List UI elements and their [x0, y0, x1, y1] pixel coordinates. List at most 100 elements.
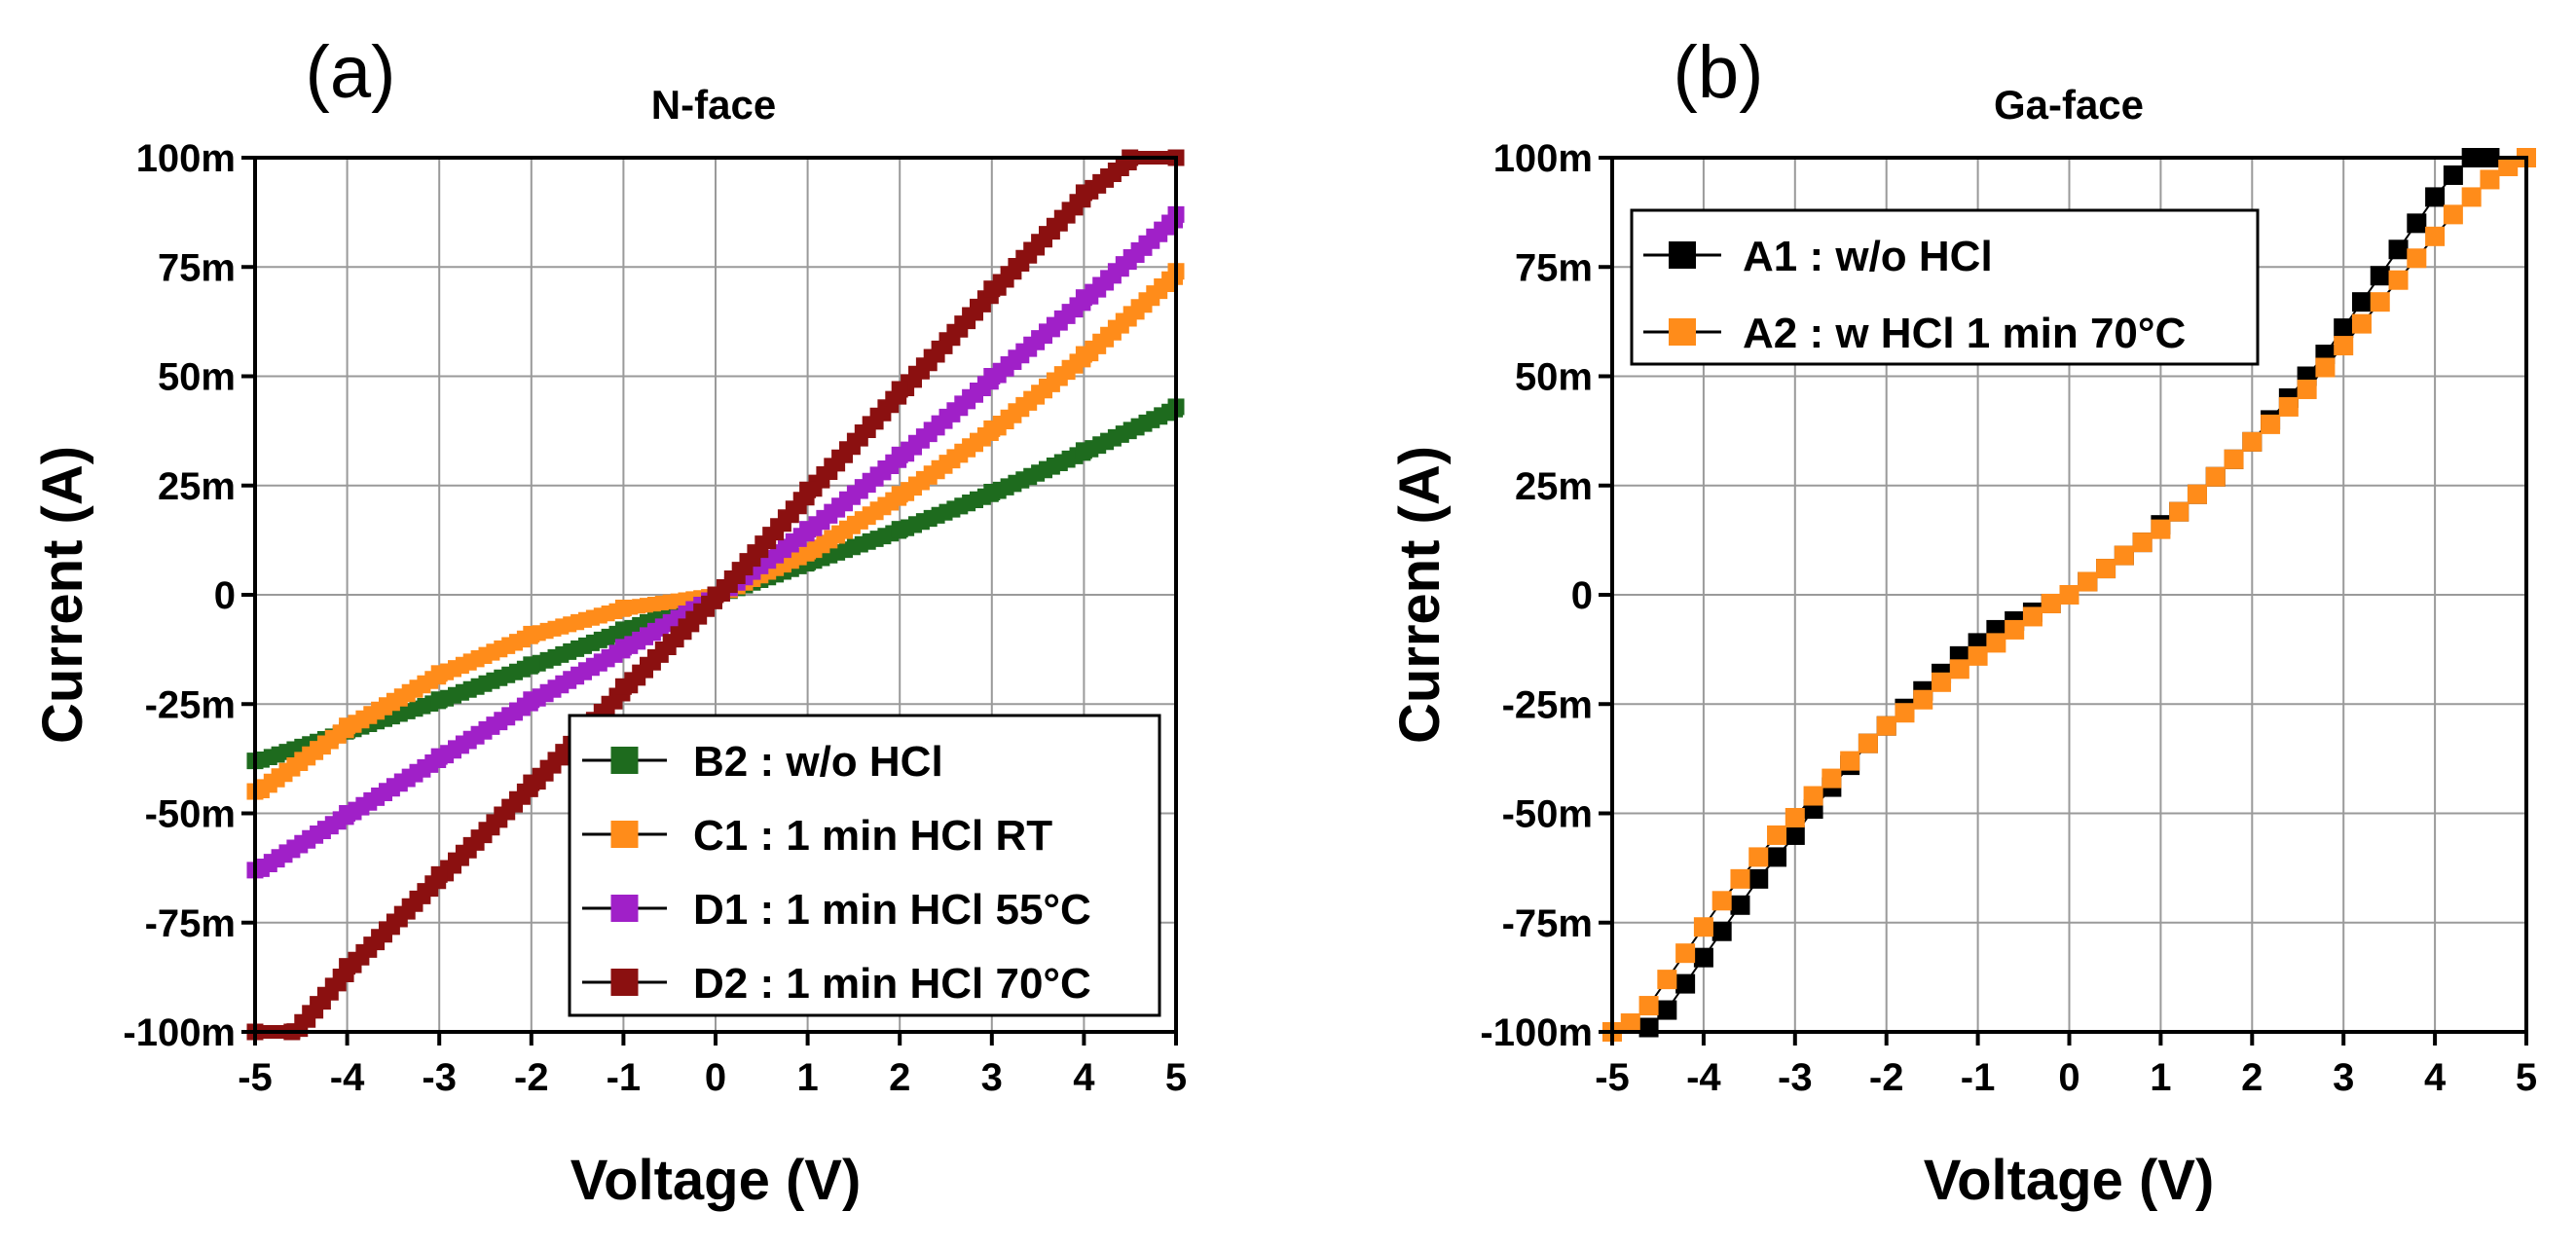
- panel-a-y-tick-label-7: 75m: [158, 246, 236, 289]
- panel-b-series-0-point-6: [1748, 868, 1769, 889]
- panel-a-series-2-point-2: [430, 748, 448, 765]
- panel-b-x-tick-label-3: -2: [1869, 1056, 1904, 1099]
- panel-a-x-tick-label-6: 1: [796, 1056, 818, 1099]
- panel-a-legend: B2 : w/o HCl C1 : 1 min HCl RT D1 : 1 min …: [568, 714, 1161, 1017]
- panel-b-series-1-point-23: [2022, 606, 2042, 627]
- panel-b-series-1-point-10: [1785, 807, 1805, 827]
- panel-a-series-1-point-1: [339, 717, 356, 735]
- panel-b-x-axis-label: Voltage (V): [1924, 1149, 2215, 1212]
- panel-a-series-1-point-7: [891, 486, 908, 503]
- panel-a-series-3-point-8: [891, 381, 908, 398]
- panel-a-series-0-point-3: [523, 656, 540, 674]
- panel-b-series-1-point-6: [1711, 891, 1732, 911]
- panel-a-series-3-point-7: [799, 481, 817, 498]
- panel-b-x-tick-label-1: -4: [1686, 1056, 1721, 1099]
- panel-a-y-tick-label-6: 50m: [158, 356, 236, 399]
- panel-a-series-2-point-6: [799, 521, 817, 538]
- panel-b-title: Ga-face: [1994, 82, 2144, 128]
- panel-b-series-1-point-15: [1876, 716, 1896, 736]
- panel-a-series-3-point-4: [523, 774, 540, 791]
- panel-b-series-1-point-33: [2205, 466, 2226, 487]
- panel-b-series-1-point-25: [2059, 585, 2079, 605]
- panel-a-legend-label-3: D2 : 1 min HCl 70°C: [693, 960, 1091, 1008]
- panel-b-series-1-point-38: [2297, 379, 2317, 399]
- panel-b-series-1-point-31: [2169, 501, 2190, 522]
- panel-b-series-0-point-43: [2425, 187, 2446, 207]
- panel-a-x-tick-label-1: -4: [330, 1056, 365, 1099]
- panel-b-series-0-point-5: [1730, 895, 1750, 915]
- panel-b-y-tick-label-2: -50m: [1502, 793, 1593, 836]
- panel-b-legend: A1 : w/o HCl A2 : w HCl 1 min 70°C: [1630, 208, 2260, 366]
- panel-b-series-1-point-11: [1803, 786, 1823, 806]
- panel-b-y-axis-label: Current (A): [1388, 446, 1452, 744]
- panel-b-series-1-point-44: [2407, 248, 2427, 269]
- panel-a-x-tick-label-8: 3: [981, 1056, 1003, 1099]
- panel-a-x-axis-label: Voltage (V): [570, 1149, 862, 1212]
- panel-b-y-ticks: -100m -75m -50m -25m 0 25m 50m 75m 100m: [1480, 137, 1612, 1054]
- panel-b-y-tick-label-5: 25m: [1515, 465, 1593, 508]
- panel-a-series-2-point-9: [1075, 289, 1092, 307]
- panel-b-series-1-point-40: [2334, 336, 2354, 356]
- panel-b-series-1-point-30: [2151, 519, 2171, 539]
- panel-b-series-0-point-8: [1785, 825, 1805, 845]
- panel-b-x-tick-label-9: 4: [2424, 1056, 2447, 1099]
- panel-a-series-3: [246, 149, 1185, 1041]
- panel-a-series-1-point-9: [1075, 346, 1092, 363]
- panel-b-series-1-point-36: [2261, 414, 2281, 434]
- panel-b-y-tick-label-6: 50m: [1515, 356, 1593, 399]
- panel-a-x-tick-label-10: 5: [1165, 1056, 1187, 1099]
- panel-a-x-tick-label-0: -5: [238, 1056, 273, 1099]
- panel-a-x-tick-label-5: 0: [705, 1056, 726, 1099]
- panel-b-series-0-point-2: [1675, 973, 1696, 994]
- panel-b-series-1-point-18: [1932, 672, 1952, 692]
- panel-b-series-1-point-7: [1730, 868, 1750, 889]
- panel-b-x-tick-label-10: 5: [2516, 1056, 2537, 1099]
- panel-a-series-2-point-3: [523, 691, 540, 709]
- panel-a-y-tick-label-0: -100m: [123, 1011, 236, 1054]
- panel-a-series-2-point-1: [339, 805, 356, 822]
- panel-a-title: N-face: [651, 82, 776, 128]
- panel-a-series-1-point-8: [983, 420, 1001, 437]
- panel-b-y-tick-label-3: -25m: [1502, 683, 1593, 726]
- panel-b-series-1-point-45: [2425, 226, 2446, 246]
- panel-a-series-0-point-8: [983, 483, 1001, 500]
- panel-a-x-tick-label-7: 2: [889, 1056, 910, 1099]
- panel-a-legend-marker-0: [610, 747, 639, 774]
- panel-b-y-tick-label-4: 0: [1571, 574, 1593, 617]
- panel-a-y-axis-label: Current (A): [31, 446, 94, 744]
- panel-b-series-1-point-39: [2315, 357, 2336, 378]
- panel-b-series-1-point-41: [2351, 313, 2372, 334]
- panel-b-series-1-point-9: [1767, 825, 1787, 845]
- panel-b-series-1-point-29: [2132, 532, 2153, 553]
- panel-b-x-tick-label-0: -5: [1595, 1056, 1630, 1099]
- panel-b-series-1-point-27: [2096, 559, 2116, 579]
- panel-a-x-tick-label-3: -2: [514, 1056, 549, 1099]
- panel-a-legend-marker-3: [610, 969, 639, 996]
- panel-a-legend-label-1: C1 : 1 min HCl RT: [693, 812, 1052, 860]
- panel-b-series-0-point-7: [1767, 847, 1787, 867]
- panel-b-series: [1602, 148, 2536, 1042]
- panel-b-series-1-point-49: [2498, 156, 2519, 176]
- panel-a-series-1-point-3: [523, 625, 540, 642]
- panel-b-series-0-point-42: [2407, 213, 2427, 234]
- panel-a-y-tick-label-4: 0: [214, 574, 236, 617]
- panel-a-series-3-point-10: [1075, 184, 1092, 202]
- panel-b-series-1-point-28: [2114, 545, 2134, 566]
- panel-a-series-3-point-5: [614, 678, 632, 695]
- panel-b-y-tick-label-7: 75m: [1515, 246, 1593, 289]
- panel-b-series-1-point-42: [2370, 292, 2390, 312]
- panel-b-series-1-point-19: [1949, 659, 1969, 679]
- panel-b-series-0-point-44: [2443, 165, 2463, 185]
- panel-b-series-1-point-14: [1858, 733, 1878, 753]
- panel-b-x-tick-label-7: 2: [2241, 1056, 2263, 1099]
- panel-b-series-1-point-48: [2480, 169, 2500, 190]
- panel-b-series-1-point-37: [2278, 396, 2299, 417]
- panel-b-series-0-point-4: [1711, 921, 1732, 941]
- panel-a-series-1-point-4: [614, 599, 632, 616]
- panel-a-series-3-point-2: [339, 958, 356, 975]
- panel-b-series-1-point-3: [1657, 970, 1677, 990]
- panel-a-series: [246, 149, 1185, 1041]
- panel-b-series-1-point-46: [2443, 204, 2463, 225]
- panel-a-x-tick-label-9: 4: [1073, 1056, 1095, 1099]
